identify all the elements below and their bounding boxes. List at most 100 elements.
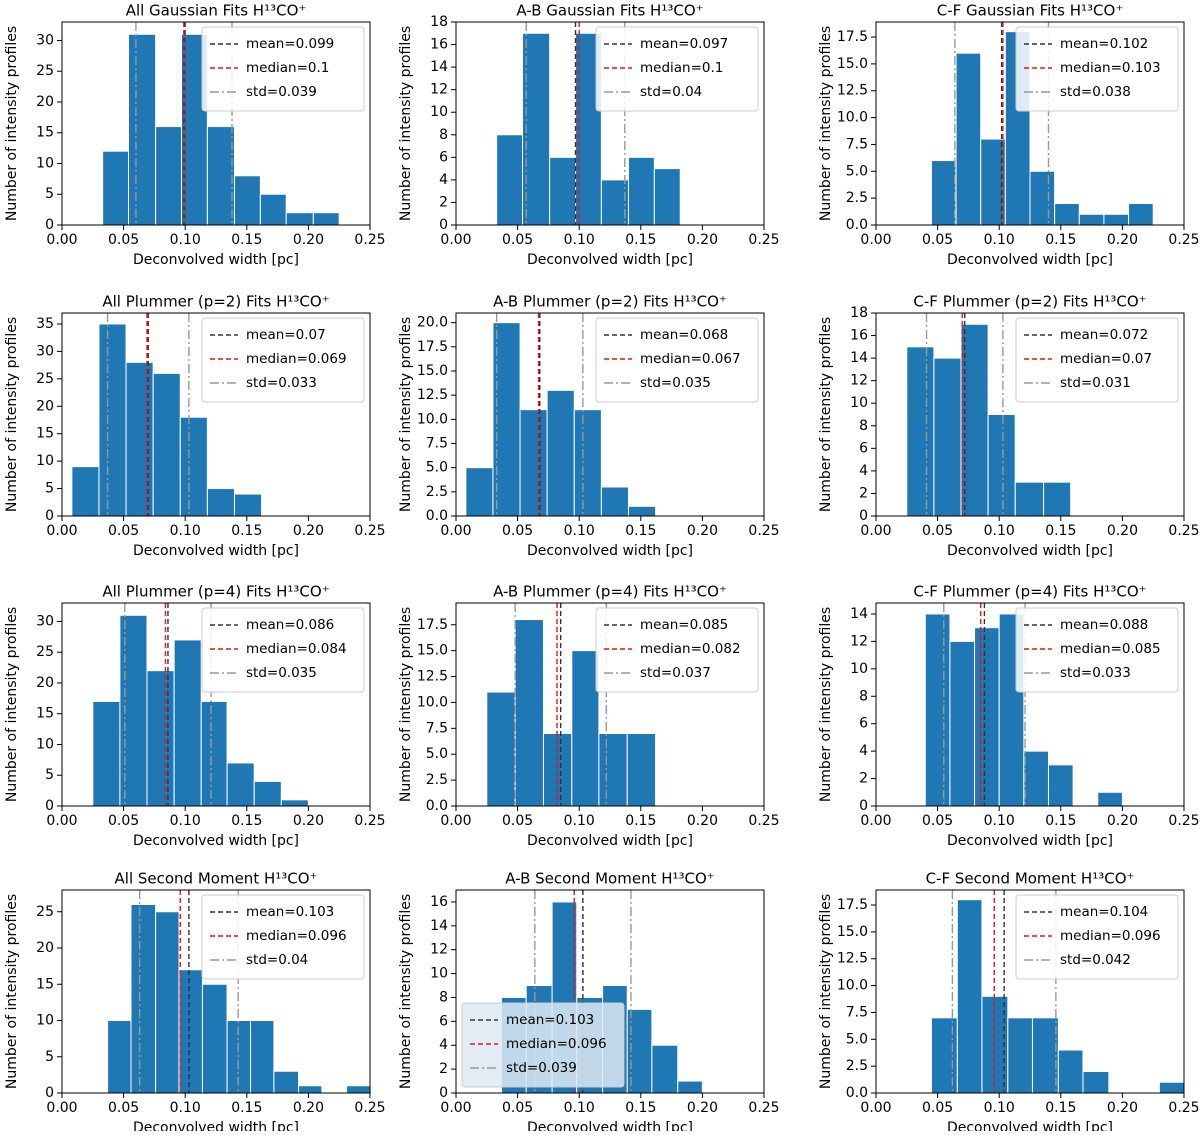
- legend-label: median=0.096: [1060, 928, 1161, 944]
- legend-label: median=0.096: [246, 928, 347, 944]
- legend-label: median=0.096: [506, 1036, 607, 1052]
- bar: [626, 733, 657, 807]
- bar: [249, 1020, 275, 1094]
- x-tick-label: 0.00: [440, 1100, 471, 1116]
- y-axis-label: Number of intensity profiles: [398, 317, 414, 512]
- x-tick-label: 0.00: [46, 813, 77, 829]
- y-tick-label: 18: [850, 305, 868, 321]
- y-tick-label: 0.0: [846, 1085, 868, 1101]
- x-tick-label: 0.10: [984, 813, 1015, 829]
- y-tick-label: 5: [45, 481, 54, 497]
- legend-box: [595, 317, 759, 403]
- axes-frame: [455, 602, 765, 807]
- legend-label: std=0.04: [246, 952, 308, 968]
- y-tick-label: 5.0: [426, 460, 448, 476]
- axes-frame: [875, 312, 1185, 517]
- y-tick-label: 0: [45, 508, 54, 524]
- axes-frame: [875, 21, 1185, 226]
- bar: [627, 505, 657, 517]
- legend-box: [595, 607, 759, 693]
- legend-label: median=0.103: [1060, 60, 1161, 76]
- x-tick-label: 0.15: [625, 1100, 656, 1116]
- y-tick-label: 35: [36, 316, 54, 332]
- y-axis-label: Number of intensity profiles: [818, 26, 834, 221]
- bar: [955, 52, 982, 226]
- bar: [200, 700, 228, 807]
- x-tick-label: 0.05: [108, 1100, 139, 1116]
- y-tick-label: 25: [36, 371, 54, 387]
- y-tick-label: 10: [36, 155, 54, 171]
- y-tick-label: 18: [430, 14, 448, 30]
- legend-label: std=0.035: [640, 375, 711, 391]
- bar: [492, 322, 521, 517]
- y-tick-label: 6: [859, 716, 868, 732]
- legend-label: mean=0.104: [1060, 904, 1148, 920]
- bar: [226, 762, 255, 807]
- bar: [1031, 1017, 1059, 1094]
- legend-label: mean=0.072: [1060, 327, 1148, 343]
- y-tick-label: 2.5: [846, 190, 868, 206]
- y-tick-label: 5: [45, 767, 54, 783]
- y-tick-label: 20: [36, 398, 54, 414]
- legend-label: median=0.1: [246, 60, 329, 76]
- panel-title: All Gaussian Fits H¹³CO⁺: [126, 2, 307, 20]
- panel-title: C-F Second Moment H¹³CO⁺: [926, 870, 1135, 888]
- x-axis-label: Deconvolved width [pc]: [133, 833, 299, 849]
- x-tick-label: 0.05: [108, 232, 139, 248]
- panel-title: A-B Gaussian Fits H¹³CO⁺: [516, 2, 703, 20]
- x-tick-label: 0.10: [984, 1100, 1015, 1116]
- bar: [1007, 1017, 1033, 1094]
- legend-label: std=0.033: [246, 375, 317, 391]
- panel-title: All Plummer (p=4) Fits H¹³CO⁺: [102, 583, 329, 601]
- bar: [651, 1044, 679, 1094]
- bar: [1029, 170, 1056, 226]
- bar: [960, 323, 989, 517]
- x-tick-label: 0.25: [354, 1100, 385, 1116]
- y-tick-label: 20: [36, 675, 54, 691]
- y-tick-label: 8: [439, 127, 448, 143]
- y-tick-label: 12.5: [417, 669, 448, 685]
- bar: [259, 193, 287, 226]
- bar: [1047, 764, 1074, 807]
- x-axis-label: Deconvolved width [pc]: [133, 252, 299, 268]
- x-tick-label: 0.15: [1045, 813, 1076, 829]
- axes-frame: [875, 889, 1185, 1094]
- x-tick-label: 0.05: [502, 1100, 533, 1116]
- axes-frame: [61, 602, 371, 807]
- panel: 0.00 0.05 0.10 0.15 0.20 0.25 0.0 2.5 5.0 7.5 10.0…: [818, 870, 1200, 1135]
- bar: [1043, 481, 1072, 517]
- legend-box: [201, 317, 365, 403]
- x-tick-label: 0.05: [922, 523, 953, 539]
- panel-title: C-F Gaussian Fits H¹³CO⁺: [937, 2, 1124, 20]
- y-axis-label: Number of intensity profiles: [398, 894, 414, 1089]
- x-tick-label: 0.20: [293, 1100, 324, 1116]
- bar: [152, 372, 181, 517]
- bar: [956, 899, 983, 1094]
- legend-box: [1015, 607, 1179, 693]
- legend-label: mean=0.099: [246, 36, 334, 52]
- bar: [514, 619, 544, 807]
- bar: [600, 486, 629, 517]
- legend-label: median=0.069: [246, 351, 347, 367]
- y-tick-label: 2: [859, 485, 868, 501]
- y-tick-label: 30: [36, 32, 54, 48]
- x-tick-label: 0.20: [293, 232, 324, 248]
- legend-box: [201, 607, 365, 693]
- y-tick-label: 5: [45, 186, 54, 202]
- y-tick-label: 7.5: [846, 136, 868, 152]
- bar: [146, 670, 175, 807]
- y-tick-label: 17.5: [837, 897, 868, 913]
- legend-label: std=0.033: [1060, 665, 1131, 681]
- x-axis-label: Deconvolved width [pc]: [527, 1120, 693, 1131]
- x-tick-label: 0.25: [748, 1100, 779, 1116]
- bar: [653, 168, 681, 226]
- panel-title: A-B Second Moment H¹³CO⁺: [505, 870, 714, 888]
- y-tick-label: 5.0: [846, 163, 868, 179]
- y-tick-label: 30: [36, 613, 54, 629]
- y-tick-label: 25: [36, 904, 54, 920]
- y-tick-label: 8: [859, 418, 868, 434]
- x-tick-label: 0.15: [231, 523, 262, 539]
- panel: 0.00 0.05 0.10 0.15 0.20 0.25 0 2 4 6 8 10 12 14 16 18 C…: [818, 293, 1200, 560]
- x-tick-label: 0.15: [625, 813, 656, 829]
